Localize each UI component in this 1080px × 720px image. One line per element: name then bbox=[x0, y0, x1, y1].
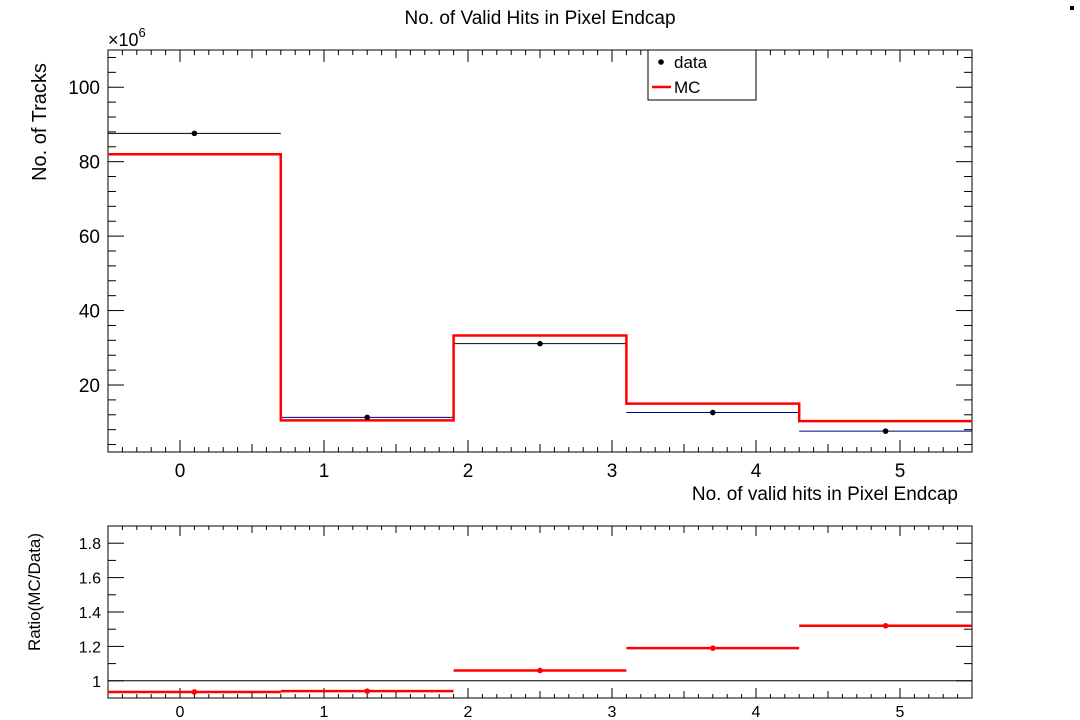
legend-data-marker bbox=[658, 59, 664, 65]
data-point bbox=[191, 130, 198, 137]
y-tick-label: 100 bbox=[68, 78, 100, 99]
ratio-point bbox=[710, 645, 716, 651]
ratio-plot: 0 1 2 3 4 5 1 1.2 1.4 1.6 1.8 Ratio(MC/Data) bbox=[25, 525, 973, 720]
x-tick-label: 5 bbox=[895, 461, 906, 482]
ratio-point bbox=[537, 667, 543, 674]
corner-marker bbox=[1070, 6, 1074, 10]
ratio-x-tick-label: 3 bbox=[608, 704, 617, 720]
ratio-y-axis-label: Ratio(MC/Data) bbox=[25, 533, 44, 651]
plot-frame bbox=[107, 49, 973, 453]
y-axis-label: No. of Tracks bbox=[29, 63, 51, 181]
y-tick-label: 60 bbox=[79, 227, 100, 248]
y-exponent-base: ×10 bbox=[108, 30, 139, 50]
data-point bbox=[364, 414, 371, 421]
ratio-y-tick-label: 1.4 bbox=[79, 605, 101, 622]
legend-data-label: data bbox=[674, 53, 708, 72]
ratio-point bbox=[191, 689, 198, 695]
data-point bbox=[882, 428, 889, 434]
data-point bbox=[710, 409, 716, 416]
data-point bbox=[537, 340, 543, 347]
ratio-y-tick-label: 1.2 bbox=[79, 639, 101, 656]
legend-box bbox=[647, 49, 757, 101]
x-tick-label: 1 bbox=[319, 461, 330, 482]
mc-step-line bbox=[108, 152, 972, 423]
legend-mc-label: MC bbox=[674, 78, 700, 97]
ratio-x-tick-label: 5 bbox=[896, 704, 905, 720]
y-tick-label: 20 bbox=[79, 376, 100, 397]
ratio-point bbox=[882, 622, 889, 629]
x-tick-label: 2 bbox=[463, 461, 474, 482]
x-tick-label: 3 bbox=[607, 461, 618, 482]
y-tick-label: 80 bbox=[79, 153, 100, 174]
ratio-y-tick-label: 1.6 bbox=[79, 571, 101, 588]
ratio-y-tick-label: 1.8 bbox=[79, 536, 101, 553]
y-tick-label: 40 bbox=[79, 302, 100, 323]
ratio-x-tick-label: 2 bbox=[464, 704, 473, 720]
x-tick-label: 0 bbox=[175, 461, 186, 482]
x-axis-label: No. of valid hits in Pixel Endcap bbox=[692, 484, 958, 505]
ratio-x-tick-label: 4 bbox=[752, 704, 761, 720]
y-exponent-power: 6 bbox=[139, 25, 146, 40]
ratio-x-tick-label: 1 bbox=[320, 704, 329, 720]
y-exponent-label: ×106 bbox=[108, 25, 146, 50]
ratio-point bbox=[364, 688, 371, 694]
main-plot: 0 1 2 3 4 5 20 40 60 80 100 ×106 No. of Valid Hits i… bbox=[29, 8, 973, 505]
chart-title: No. of Valid Hits in Pixel Endcap bbox=[404, 8, 675, 29]
ratio-y-tick-label: 1 bbox=[92, 674, 101, 691]
ratio-x-tick-label: 0 bbox=[176, 704, 185, 720]
x-tick-label: 4 bbox=[751, 461, 762, 482]
